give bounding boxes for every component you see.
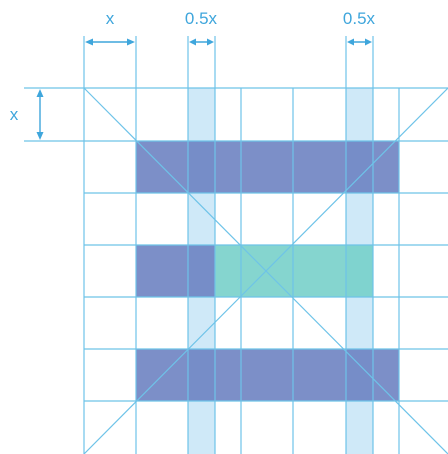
top-x-label: x — [106, 9, 115, 28]
side-x-label: x — [10, 105, 19, 124]
middle-bar-teal-segment — [215, 245, 373, 297]
dimension-arrow-icon — [189, 38, 214, 46]
top-half-right-label: 0.5x — [343, 9, 376, 28]
dimension-arrows — [36, 38, 372, 140]
middle-bar-blue-segment — [136, 245, 215, 297]
construction-grid — [24, 36, 448, 454]
bottom-bar — [136, 349, 399, 401]
dimension-arrow-icon — [347, 38, 372, 46]
dimension-arrow-icon — [85, 38, 135, 46]
top-bar — [136, 141, 399, 193]
dimension-arrow-icon — [36, 89, 44, 140]
top-half-left-label: 0.5x — [185, 9, 218, 28]
